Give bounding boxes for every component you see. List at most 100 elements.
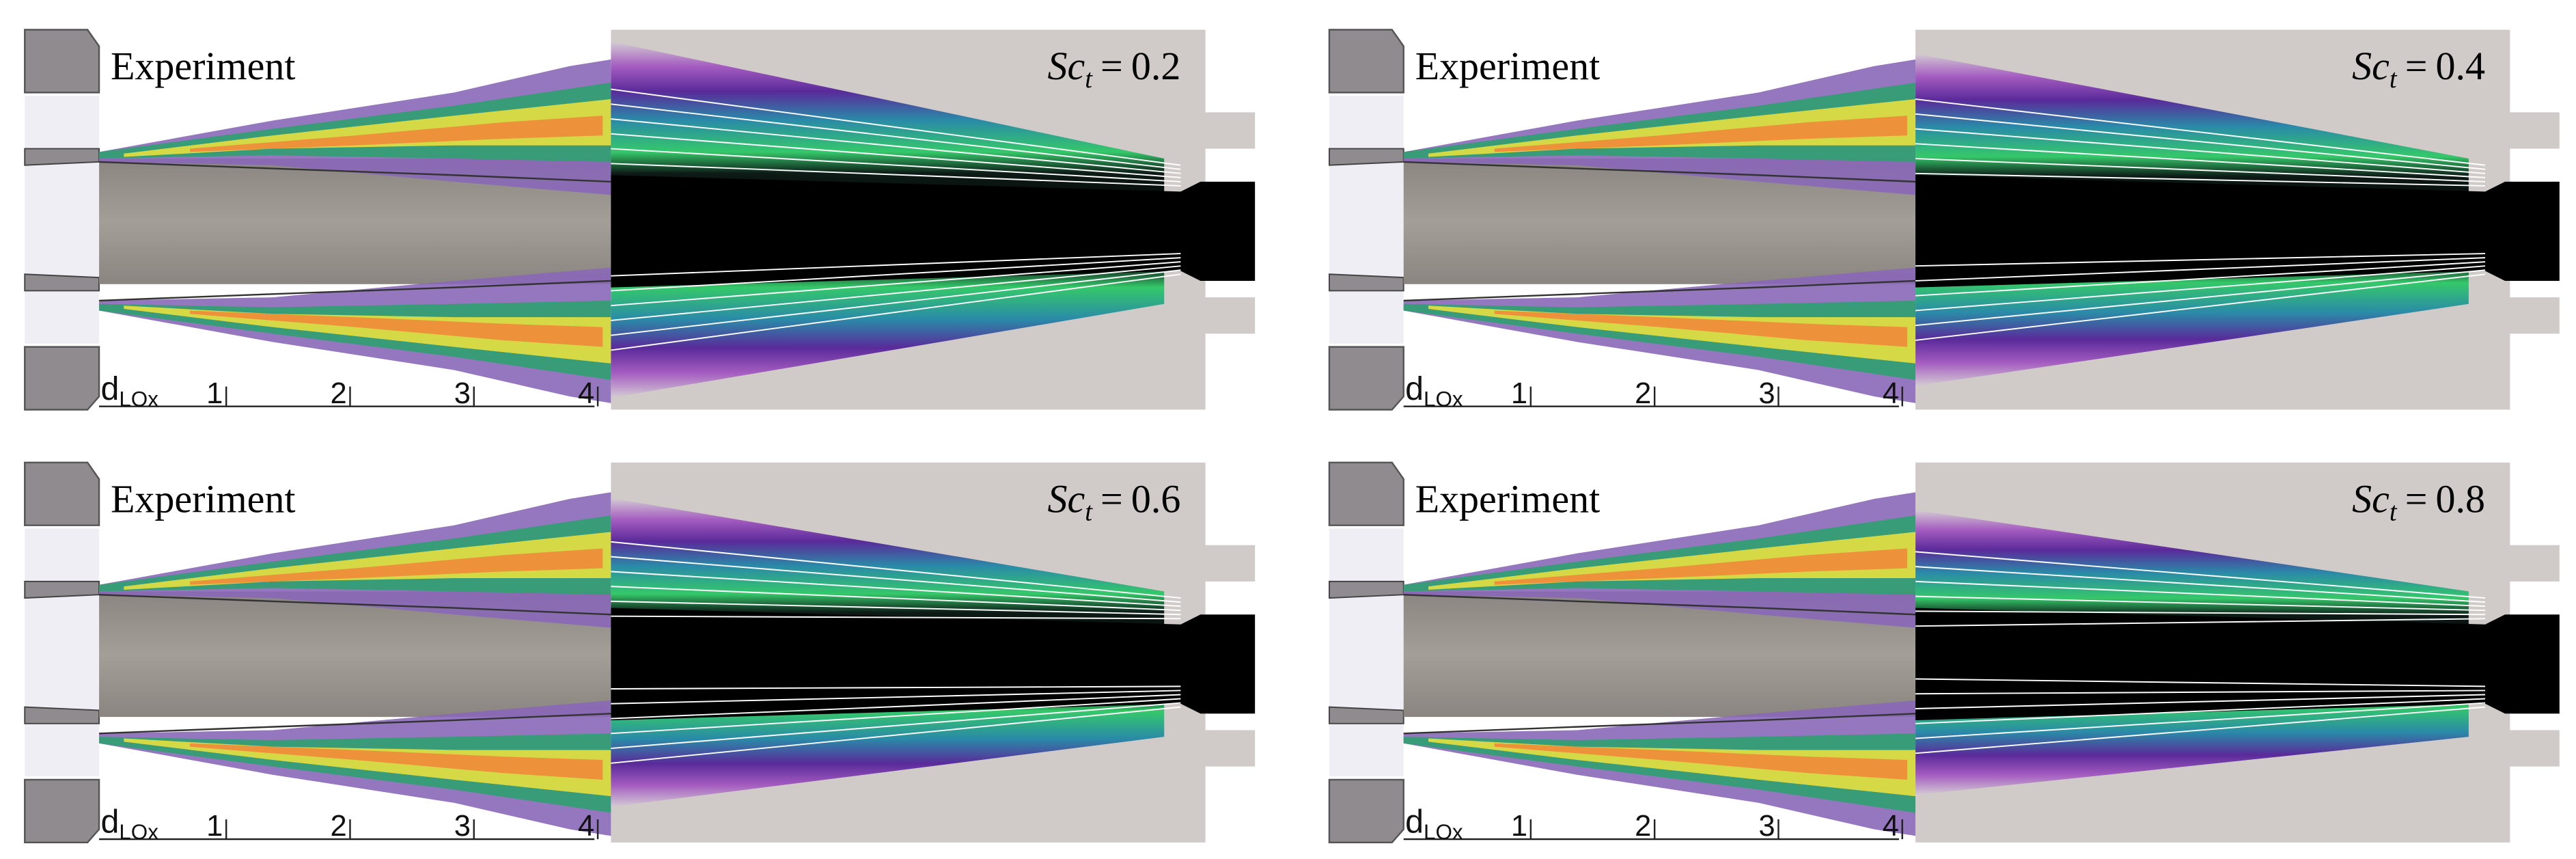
scale-symbol-main: d <box>1405 803 1424 840</box>
sim-core <box>1915 608 2560 720</box>
sim-relation: = <box>1100 44 1123 88</box>
sim-isoline <box>611 586 1181 612</box>
sim-core <box>611 608 1256 720</box>
sim-isoline <box>611 253 1181 277</box>
scale-tick-label: 3 <box>1758 377 1775 410</box>
exhaust-top <box>2468 112 2560 149</box>
scale-symbol: dLOx <box>100 370 158 411</box>
sim-isoline <box>1915 261 2486 297</box>
sim-relation: = <box>2405 44 2428 88</box>
sim-isoline <box>611 541 1181 599</box>
sim-value: 0.8 <box>2436 476 2486 521</box>
injector-face <box>25 528 100 777</box>
scale-tick-label: 4 <box>578 810 594 843</box>
panel: Experiment Sct = 0.6 dLOx 1 2 3 4 <box>24 461 1256 844</box>
sim-isoline <box>1915 269 2486 327</box>
scale-tick-label: 4 <box>578 377 594 410</box>
sim-isoline <box>1915 618 2486 627</box>
flame-bottom <box>124 738 611 797</box>
sim-isoline <box>1915 694 2486 709</box>
sim-isoline <box>1915 273 2486 341</box>
scale-symbol: dLOx <box>1405 803 1463 844</box>
sim-isoline <box>1915 253 2486 267</box>
experiment-label: Experiment <box>1415 476 1601 521</box>
sim-value: 0.6 <box>1131 476 1181 521</box>
sim-isoline <box>611 556 1181 603</box>
injector-face <box>1329 528 1404 777</box>
sim-isoline <box>1915 595 2486 612</box>
sim-core <box>611 175 1256 288</box>
injector-post-top <box>24 29 100 94</box>
flame-contour-bottom <box>98 713 611 735</box>
flame-contour-bottom <box>1403 279 1916 302</box>
flame-bottom <box>1428 738 1916 797</box>
sim-isoline <box>1915 678 2486 687</box>
sim-isoline <box>611 257 1181 292</box>
flame-bottom <box>1428 305 1916 364</box>
scale-subscript: LOx <box>1424 387 1463 411</box>
exhaust-bottom <box>2468 297 2560 334</box>
sim-value: 0.4 <box>2436 44 2486 88</box>
sim-isoline <box>1915 257 2486 282</box>
scale-symbol-main: d <box>100 370 119 407</box>
sim-isoline <box>611 118 1181 174</box>
injector-post-bottom <box>1328 778 1404 844</box>
panel: Experiment Sct = 0.4 dLOx 1 2 3 4 <box>1328 29 2560 411</box>
injector-post-top <box>1328 29 1404 94</box>
flame-contour-top <box>98 594 611 616</box>
scale-subscript: LOx <box>1424 820 1463 844</box>
flame-bottom <box>1494 310 1907 347</box>
sim-isoline <box>1915 690 2486 695</box>
flame-bottom <box>1494 743 1907 780</box>
sim-subscript: t <box>1085 497 1093 526</box>
scale-tick-label: 1 <box>206 810 223 843</box>
scale-tick-label: 2 <box>1635 377 1651 410</box>
experiment-label: Experiment <box>1415 44 1601 88</box>
lox-post-top <box>1328 148 1404 166</box>
flame-contour-bottom <box>1403 713 1916 735</box>
scale-symbol: dLOx <box>1405 370 1463 411</box>
flame-top <box>1494 548 1907 585</box>
scale-subscript: LOx <box>119 820 158 844</box>
flame-top <box>189 115 603 152</box>
lox-post-bottom <box>1328 706 1404 724</box>
sim-isoline <box>611 261 1181 307</box>
scale-symbol-main: d <box>1405 370 1424 407</box>
scale-subscript: LOx <box>119 387 158 411</box>
sim-isoline <box>1915 706 2486 754</box>
scale-tick-label: 2 <box>330 377 346 410</box>
lox-post-top <box>24 580 100 599</box>
experiment-label: Experiment <box>111 44 296 88</box>
sim-isoline <box>1915 566 2486 603</box>
flame-contour-top <box>98 161 611 183</box>
scale-tick-label: 1 <box>1511 810 1527 843</box>
sim-isoline <box>1915 113 2486 170</box>
injector-post-bottom <box>24 346 100 411</box>
flame-top <box>1494 115 1907 152</box>
exhaust-bottom <box>2468 730 2560 767</box>
sim-symbol: Sc <box>1047 476 1085 521</box>
sim-value: 0.2 <box>1131 44 1181 88</box>
sim-isoline <box>611 702 1181 750</box>
scale-tick-label: 1 <box>1511 377 1527 410</box>
sim-symbol: Sc <box>2352 476 2390 521</box>
scale-symbol: dLOx <box>100 803 158 844</box>
lox-post-top <box>1328 580 1404 599</box>
flame-contour-top <box>1403 161 1916 183</box>
scale-tick-label: 1 <box>206 377 223 410</box>
flame-bottom <box>124 305 611 364</box>
sim-label: Sct = 0.6 <box>1047 476 1180 526</box>
sim-relation: = <box>1100 476 1123 521</box>
flame-top <box>1428 532 1916 590</box>
injector-face <box>1329 96 1404 344</box>
exhaust-top <box>1164 545 1256 582</box>
sim-isoline <box>1915 580 2486 608</box>
flame-contour-top <box>1403 594 1916 616</box>
scale-tick-label: 2 <box>330 810 346 843</box>
sim-isoline <box>1915 698 2486 724</box>
sim-symbol: Sc <box>1047 44 1085 88</box>
panel: Experiment Sct = 0.8 dLOx 1 2 3 4 <box>1328 461 2560 844</box>
sim-isoline <box>611 269 1181 336</box>
sim-isoline <box>611 273 1181 351</box>
